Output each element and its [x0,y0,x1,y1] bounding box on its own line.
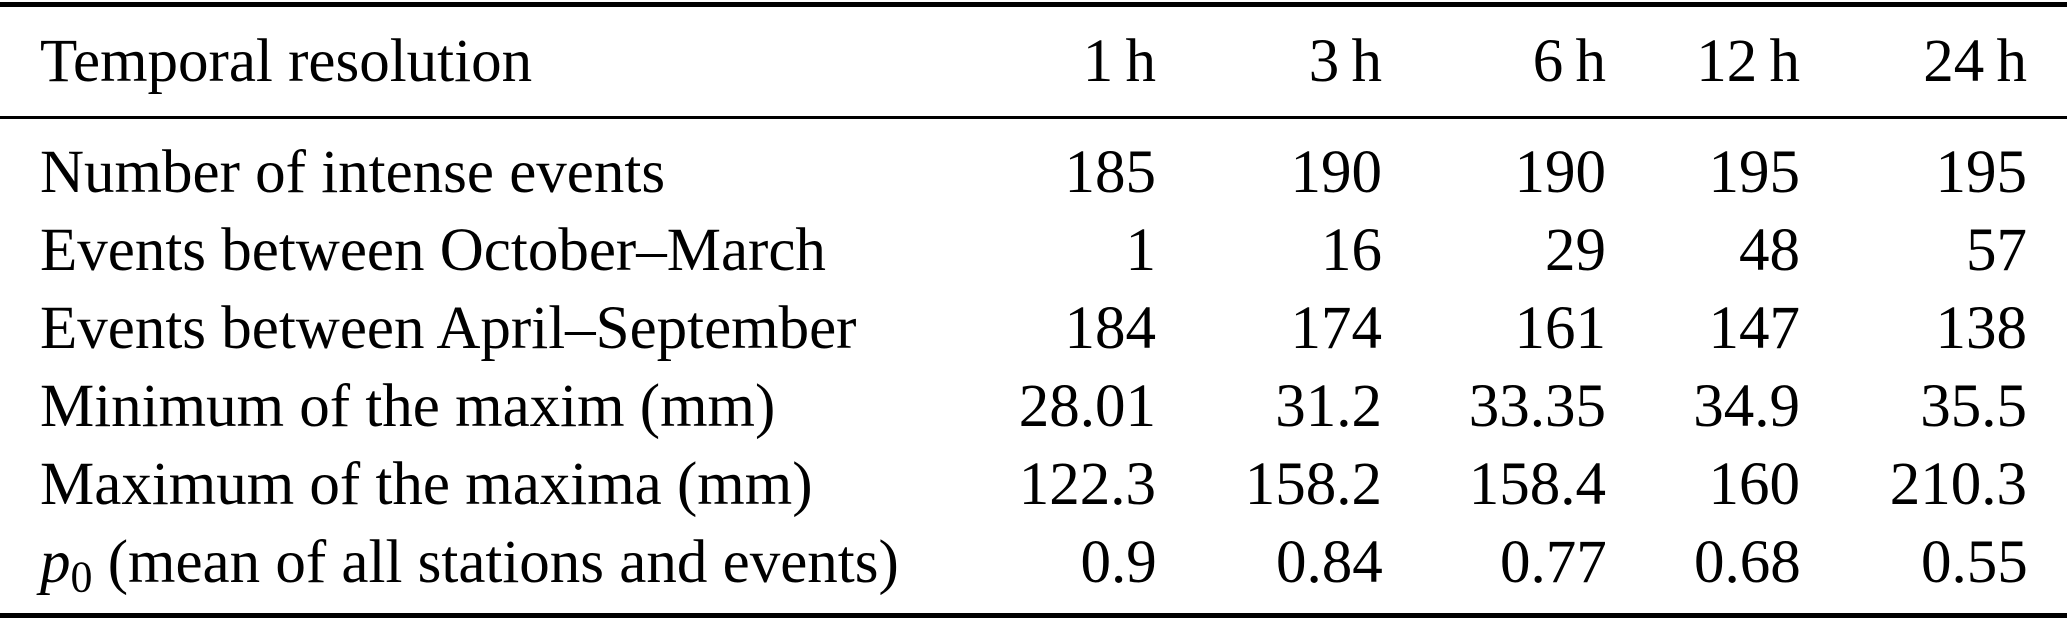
cell-value: 35.5 [1920,372,2027,440]
table-row: Events between October–March 1 16 29 48 … [0,211,2067,289]
cell-value: 158.2 [1244,450,1382,518]
column-header: 3 h [1308,28,1382,95]
cell-value: 210.3 [1889,450,2027,518]
table-header-row: Temporal resolution 1 h 3 h 6 h 12 h 24 … [0,7,2067,116]
p0-subscript: 0 [70,552,93,602]
cell-value: 33.35 [1468,372,1606,440]
cell-value: 160 [1708,450,1801,518]
p0-variable: p [40,528,71,596]
column-header: 24 h [1923,28,2027,95]
cell-value: 158.4 [1468,450,1606,518]
column-header: 1 h [1082,28,1156,95]
cell-value: 34.9 [1693,372,1800,440]
column-header: 6 h [1532,28,1606,95]
table-row: Events between April–September 184 174 1… [0,289,2067,367]
row-label: Number of intense events [40,138,666,206]
cell-value: 0.77 [1500,528,1607,596]
row-label: Maximum of the maxima (mm) [40,450,813,518]
table-row: p0 (mean of all stations and events) 0.9… [0,523,2067,601]
row-label: p0 (mean of all stations and events) [40,528,899,599]
row-label: Events between April–September [40,294,857,362]
cell-value: 16 [1321,216,1382,284]
table-row: Minimum of the maxim (mm) 28.01 31.2 33.… [0,367,2067,445]
cell-value: 0.68 [1694,528,1801,596]
cell-value: 190 [1514,138,1607,206]
cell-value: 57 [1966,216,2027,284]
table-body: Number of intense events 185 190 190 195… [0,119,2067,613]
row-label: Events between October–March [40,216,826,284]
cell-value: 190 [1290,138,1383,206]
cell-value: 48 [1739,216,1800,284]
cell-value: 31.2 [1275,372,1382,440]
cell-value: 0.84 [1276,528,1383,596]
column-header: 12 h [1696,28,1800,95]
cell-value: 29 [1545,216,1606,284]
cell-value: 1 [1125,216,1157,284]
cell-value: 28.01 [1018,372,1156,440]
cell-value: 195 [1935,138,2028,206]
cell-value: 195 [1708,138,1801,206]
table-row: Maximum of the maxima (mm) 122.3 158.2 1… [0,445,2067,523]
cell-value: 161 [1514,294,1607,362]
table-top-rule [0,2,2067,7]
cell-value: 0.55 [1921,528,2028,596]
cell-value: 138 [1935,294,2028,362]
table-bottom-rule [0,613,2067,618]
cell-value: 147 [1708,294,1801,362]
table-row: Number of intense events 185 190 190 195… [0,133,2067,211]
cell-value: 0.9 [1080,528,1157,596]
cell-value: 174 [1290,294,1383,362]
cell-value: 122.3 [1018,450,1156,518]
row-label-text: (mean of all stations and events) [92,528,899,596]
row-label: Minimum of the maxim (mm) [40,372,776,440]
cell-value: 184 [1064,294,1157,362]
header-label: Temporal resolution [40,28,533,95]
cell-value: 185 [1064,138,1157,206]
table-mid-rule [0,116,2067,119]
